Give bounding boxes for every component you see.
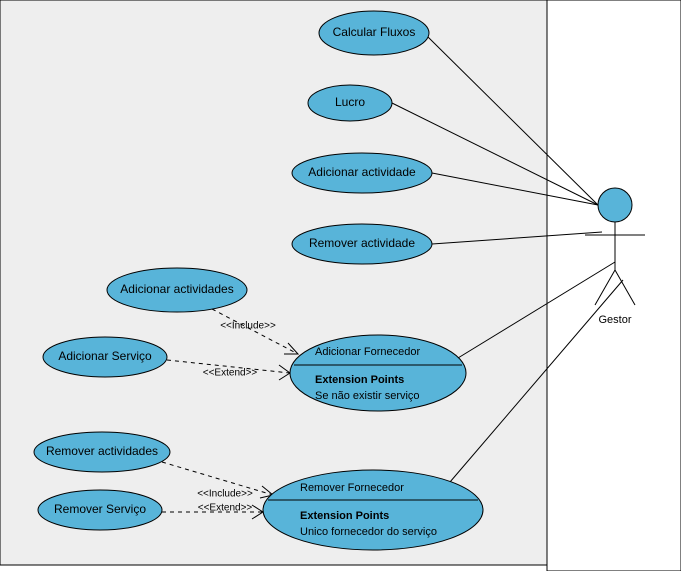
system-boundary [0,0,547,565]
uc-adicionar-actividade: Adicionar actividade [292,153,432,193]
uc-remover-actividades: Remover actividades [34,432,170,472]
uc-remover-servico: Remover Serviço [38,490,162,530]
uc-lucro: Lucro [308,85,392,121]
actor-head-icon [598,188,632,222]
use-case-diagram: <<Include>> <<Extend>> <<Include>> <<Ext… [0,0,681,571]
uc-adicionar-fornecedor: Adicionar Fornecedor Extension Points Se… [290,335,466,411]
uc-remover-fornecedor: Remover Fornecedor Extension Points Unic… [263,470,483,550]
uc-adicionar-servico: Adicionar Serviço [43,337,167,377]
stereo-include-1: <<Include>> [220,321,276,332]
outside-area [547,0,681,571]
stereo-include-2: <<Include>> [197,489,253,500]
uc-adicionar-actividades: Adicionar actividades [107,268,247,312]
stereo-extend-1: <<Extend>> [203,368,258,379]
uc-calcular-fluxos: Calcular Fluxos [319,11,429,55]
uc-remover-actividade: Remover actividade [292,224,432,264]
stereo-extend-2: <<Extend>> [198,503,253,514]
